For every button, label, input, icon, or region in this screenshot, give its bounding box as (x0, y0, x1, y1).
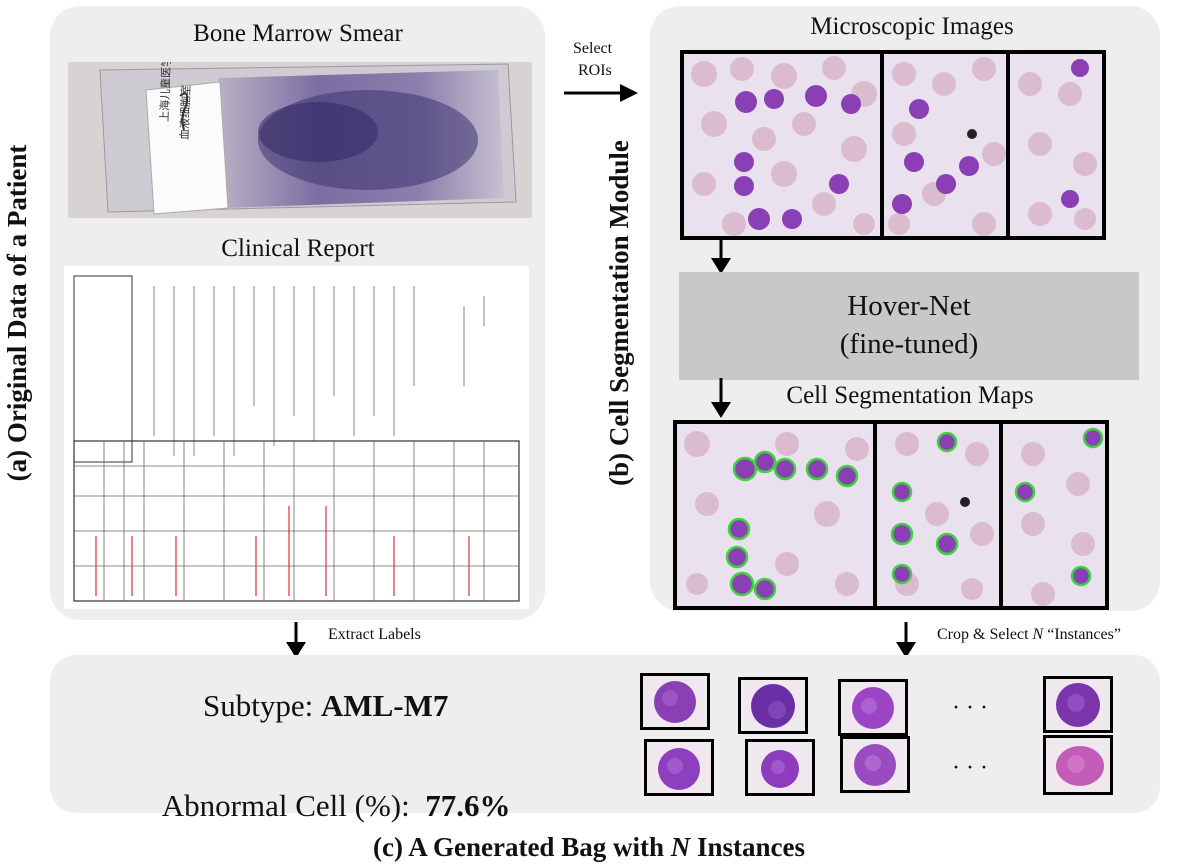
select-label: Select (573, 40, 613, 57)
panel-c-caption: (c) A Generated Bag with N Instances (0, 832, 1178, 863)
clinical-report-image (64, 266, 529, 609)
svg-text:上海儿童医学中心: 上海儿童医学中心 (157, 62, 174, 122)
select-rois-arrow (564, 84, 638, 102)
seg-map-2 (873, 420, 1005, 610)
bone-marrow-smear-image: 上海儿童医学中心 血液细胞室 (68, 62, 532, 218)
fine-tuned-label: (fine-tuned) (839, 328, 979, 360)
arrow-to-seg-maps (711, 378, 731, 418)
panel-generated-bag (50, 655, 1160, 813)
abnormal-cell-line: Abnormal Cell (%): 77.6% (148, 752, 511, 824)
microscopic-image-3 (1006, 50, 1106, 240)
arrow-to-hovernet (711, 238, 731, 274)
caption-prefix: (c) A Generated Bag with (373, 832, 671, 862)
panel-a-vertical-title: (a) Original Data of a Patient (2, 144, 32, 482)
caption-suffix: Instances (690, 832, 805, 862)
report-title: Clinical Report (221, 235, 375, 262)
ellipsis-row-2: · · · (952, 755, 988, 781)
svg-text:血液细胞室: 血液细胞室 (177, 85, 193, 140)
instance-thumb (1043, 676, 1113, 733)
crop-prefix: Crop & Select (937, 626, 1033, 643)
instance-thumb (738, 677, 808, 734)
instance-thumb (838, 679, 908, 736)
microscopic-images-title: Microscopic Images (810, 13, 1014, 40)
seg-map-1 (673, 420, 879, 610)
seg-map-3 (999, 420, 1109, 610)
abnormal-label: Abnormal Cell (%): (161, 788, 426, 823)
rois-label: ROIs (578, 62, 612, 79)
instance-thumb (644, 739, 714, 796)
caption-n: N (670, 832, 691, 862)
hover-net-box: Hover-Net (fine-tuned) (679, 272, 1139, 380)
hover-net-label: Hover-Net (847, 290, 971, 322)
extract-labels-text: Extract Labels (328, 626, 421, 643)
microscopic-image-1 (680, 50, 886, 240)
crop-select-arrow (896, 622, 916, 658)
crop-select-text: Crop & Select N “Instances” (937, 626, 1121, 644)
crop-n: N (1032, 626, 1044, 643)
panel-b-vertical-title: (b) Cell Segmentation Module (604, 140, 634, 486)
abnormal-value: 77.6% (425, 788, 511, 823)
ellipsis-row-1: · · · (952, 695, 988, 721)
extract-labels-arrow (286, 622, 306, 658)
seg-maps-title: Cell Segmentation Maps (786, 382, 1034, 409)
subtype-line: Subtype: AML-M7 (203, 688, 448, 724)
smear-title: Bone Marrow Smear (193, 20, 403, 47)
subtype-value: AML-M7 (320, 688, 449, 723)
microscopic-image-2 (880, 50, 1012, 240)
crop-suffix: “Instances” (1043, 626, 1121, 643)
instance-thumb (745, 739, 815, 796)
instance-thumb (1043, 735, 1113, 795)
instance-thumb (840, 736, 910, 793)
instance-thumb (640, 673, 710, 730)
subtype-label: Subtype: (203, 688, 321, 723)
